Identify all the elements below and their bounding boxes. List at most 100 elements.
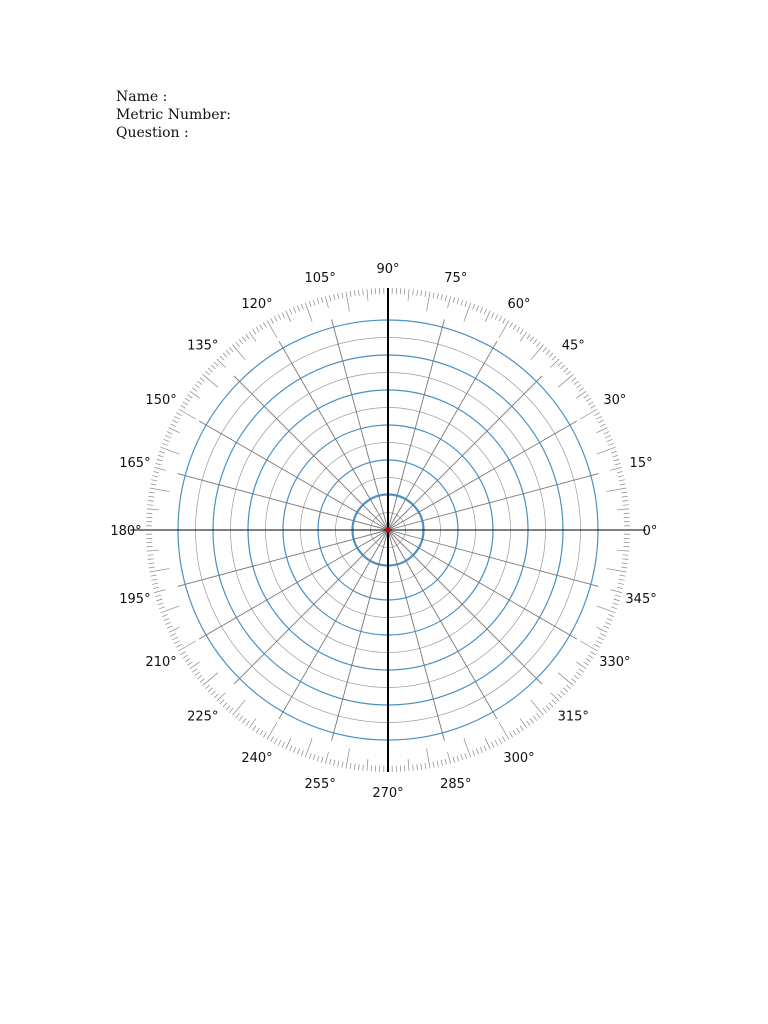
tick-mark (565, 684, 571, 690)
angle-label: 150° (145, 393, 176, 408)
tick-mark (180, 405, 186, 409)
tick-mark (594, 644, 600, 648)
tick-mark (312, 299, 316, 306)
angle-label: 60° (507, 297, 530, 312)
tick-mark (580, 640, 598, 652)
tick-mark (530, 699, 544, 716)
tick-mark (548, 352, 554, 358)
tick-mark (610, 589, 622, 593)
tick-mark (163, 618, 170, 621)
tick-mark (248, 718, 257, 729)
tick-mark (192, 668, 198, 673)
tick-mark (170, 423, 177, 427)
tick-mark (161, 614, 168, 618)
angle-label: 45° (562, 339, 585, 354)
tick-mark (560, 690, 566, 696)
tick-mark (529, 336, 534, 342)
tick-mark (491, 312, 495, 319)
tick-mark (155, 594, 162, 598)
tick-mark (519, 718, 528, 729)
tick-mark (242, 718, 247, 724)
tick-mark (617, 508, 630, 511)
tick-mark (151, 578, 158, 581)
tick-mark (512, 324, 517, 331)
spoke-line (278, 529, 389, 720)
tick-mark (596, 605, 616, 614)
angle-label: 120° (241, 297, 272, 312)
tick-mark (160, 605, 180, 614)
tick-mark (232, 699, 246, 716)
tick-mark (259, 324, 264, 331)
tick-mark (222, 352, 228, 358)
tick-mark (147, 554, 154, 556)
tick-mark (182, 401, 189, 406)
tick-mark (426, 748, 431, 769)
tick-mark (174, 416, 180, 420)
tick-mark (498, 738, 502, 744)
tick-mark (596, 640, 602, 644)
tick-mark (316, 298, 320, 305)
angle-label: 105° (305, 271, 336, 286)
tick-mark (160, 446, 180, 455)
tick-mark (557, 693, 563, 699)
tick-mark (587, 654, 594, 659)
tick-mark (263, 732, 267, 738)
tick-mark (617, 549, 630, 552)
tick-mark (610, 467, 622, 471)
tick-mark (213, 693, 219, 699)
tick-mark (412, 764, 414, 771)
tick-mark (596, 427, 608, 434)
question-label: Question : (116, 125, 189, 141)
tick-mark (255, 727, 260, 734)
tick-mark (440, 294, 443, 301)
tick-mark (590, 651, 596, 655)
tick-mark (603, 431, 610, 435)
tick-mark (266, 320, 278, 338)
tick-mark (297, 748, 300, 755)
tick-mark (153, 586, 160, 589)
angle-label: 15° (630, 456, 653, 471)
spoke-line (331, 319, 389, 531)
tick-mark (472, 303, 476, 310)
tick-mark (281, 312, 285, 319)
tick-mark (412, 289, 414, 296)
angle-label: 315° (558, 709, 589, 724)
tick-mark (238, 715, 243, 721)
tick-mark (452, 297, 456, 304)
angle-label: 90° (376, 262, 399, 277)
tick-mark (216, 358, 226, 368)
tick-mark (207, 367, 213, 373)
tick-mark (170, 633, 177, 637)
tick-mark (329, 758, 332, 765)
tick-mark (613, 598, 620, 602)
tick-mark (576, 384, 582, 389)
tick-mark (210, 364, 216, 370)
tick-mark (293, 307, 297, 313)
tick-mark (149, 487, 170, 492)
tick-mark (599, 633, 606, 637)
angle-label: 135° (187, 339, 218, 354)
tick-mark (320, 297, 324, 304)
tick-mark (304, 302, 313, 322)
tick-mark (194, 384, 200, 389)
tick-mark (148, 495, 155, 498)
tick-mark (147, 504, 154, 506)
angle-labels: 0° 15° 30° 45° 60° 75° 90° 105° 120° 135° 150° 165°… (110, 262, 657, 801)
tick-mark (304, 738, 313, 758)
angle-label: 345° (625, 592, 656, 607)
tick-mark (533, 339, 538, 345)
angle-label: 30° (603, 393, 626, 408)
tick-mark (245, 720, 250, 726)
tick-mark (432, 761, 435, 768)
tick-mark (576, 661, 587, 670)
tick-mark (456, 755, 460, 762)
tick-mark (281, 741, 285, 748)
angle-label: 75° (444, 271, 467, 286)
tick-mark (603, 625, 610, 629)
tick-mark (153, 471, 160, 474)
tick-mark (184, 397, 191, 402)
tick-mark (270, 736, 274, 742)
tick-mark (213, 361, 219, 367)
tick-mark (168, 427, 180, 434)
angle-label: 195° (119, 592, 150, 607)
